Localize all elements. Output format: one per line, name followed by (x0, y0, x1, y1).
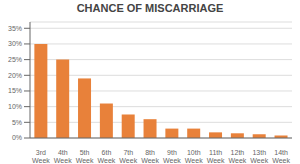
svg-text:11thWeek: 11thWeek (207, 149, 225, 164)
svg-text:7thWeek: 7thWeek (119, 149, 137, 164)
svg-text:30%: 30% (8, 40, 22, 47)
html-text:CHANCE OF MISCARRIAGE: CHANCE OF MISCARRIAGE (76, 2, 224, 14)
svg-text:10%: 10% (8, 103, 22, 110)
svg-text:12thWeek: 12thWeek (229, 149, 247, 164)
svg-text:8thWeek: 8thWeek (141, 149, 159, 164)
svg-text:9thWeek: 9thWeek (163, 149, 181, 164)
svg-text:20%: 20% (8, 72, 22, 79)
svg-text:14thWeek: 14thWeek (272, 149, 290, 164)
svg-text:5thWeek: 5thWeek (76, 149, 94, 164)
svg-text:13thWeek: 13thWeek (250, 149, 268, 164)
svg-text:3rdWeek: 3rdWeek (32, 149, 50, 164)
svg-text:5%: 5% (12, 119, 22, 126)
svg-text:10thWeek: 10thWeek (185, 149, 203, 164)
svg-text:4thWeek: 4thWeek (54, 149, 72, 164)
svg-text:15%: 15% (8, 87, 22, 94)
svg-text:25%: 25% (8, 56, 22, 63)
svg-text:6thWeek: 6thWeek (98, 149, 116, 164)
svg-text:35%: 35% (8, 25, 22, 32)
svg-text:0%: 0% (12, 134, 22, 141)
